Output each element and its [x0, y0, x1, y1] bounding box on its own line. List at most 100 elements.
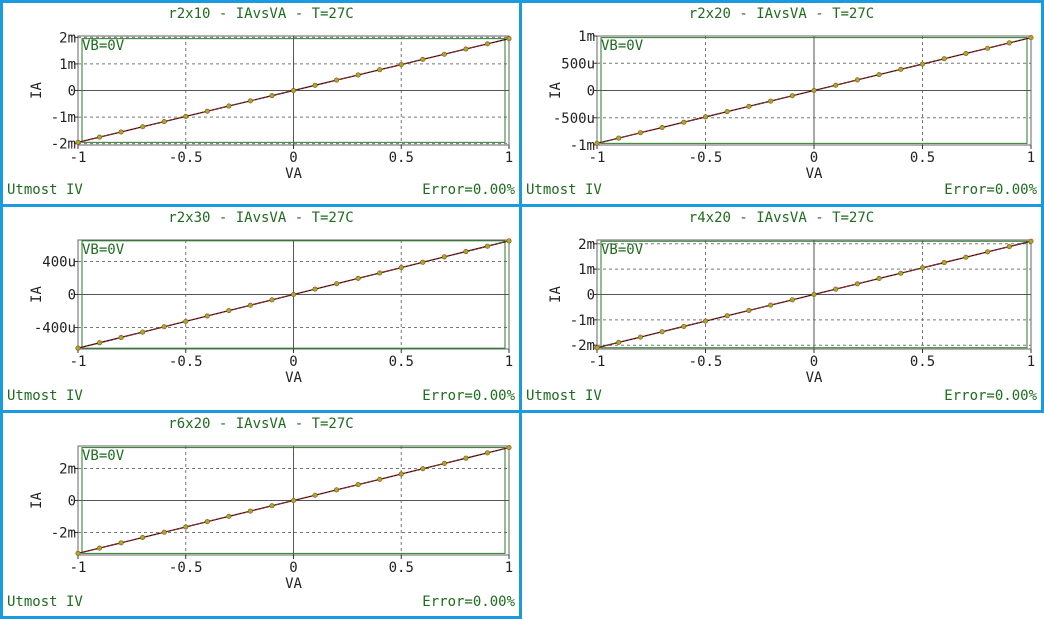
data-point: [398, 265, 404, 271]
data-point: [290, 88, 296, 94]
x-tick-label: -0.5: [169, 354, 203, 370]
x-tick-label: -0.5: [169, 560, 203, 576]
chart-title: r2x10 - IAvsVA - T=27C: [168, 6, 354, 22]
chart-title: r4x20 - IAvsVA - T=27C: [688, 210, 875, 226]
x-tick-label: -1: [589, 354, 606, 370]
y-tick-label: 0: [587, 84, 595, 100]
data-point: [876, 276, 882, 282]
data-point: [484, 450, 490, 456]
data-point: [247, 302, 253, 308]
x-tick-label: 0: [810, 354, 818, 370]
data-point: [334, 77, 340, 83]
chart-panel-r4x20: r4x20 - IAvsVA - T=27C -1 -0.5 0 0.5 1 -2m -1m…: [519, 204, 1044, 413]
data-point: [484, 41, 490, 47]
y-tick-label: -1m: [570, 313, 595, 329]
data-point: [1006, 40, 1012, 46]
footer-tool-label: Utmost IV: [526, 388, 602, 404]
data-point: [594, 140, 600, 146]
chart-panel-r2x10: r2x10 - IAvsVA - T=27C -1 -0.5 0 0.5 1 -2m -1m…: [0, 0, 522, 207]
data-point: [506, 238, 512, 244]
y-tick-label: 1m: [578, 262, 595, 278]
y-axis-label: IA: [29, 286, 45, 303]
footer-tool-label: Utmost IV: [7, 388, 83, 404]
data-point: [140, 329, 146, 335]
data-point: [97, 545, 103, 551]
data-point: [377, 476, 383, 482]
data-point: [97, 134, 103, 140]
data-point: [811, 88, 817, 94]
data-point: [312, 82, 318, 88]
data-point: [898, 66, 904, 72]
chart-plot: -1 -0.5 0 0.5 1 -400u 0 400u VB=0V VA IA: [29, 238, 513, 386]
data-point: [312, 286, 318, 292]
y-tick-label: 2m: [59, 461, 76, 477]
x-axis-label: VA: [285, 370, 302, 386]
data-point: [637, 334, 643, 340]
data-point: [985, 45, 991, 51]
data-point: [420, 466, 426, 472]
y-axis-label: IA: [29, 82, 45, 99]
data-point: [876, 72, 882, 78]
x-tick-label: 0.5: [389, 560, 414, 576]
x-tick-label: 1: [505, 150, 513, 166]
chart-title: r2x20 - IAvsVA - T=27C: [688, 6, 875, 22]
x-tick-label: -1: [70, 560, 87, 576]
data-point: [140, 124, 146, 130]
y-tick-label: -1m: [51, 110, 76, 126]
footer-error-label: Error=0.00%: [422, 182, 515, 198]
data-point: [768, 98, 774, 104]
chart-plot: -1 -0.5 0 0.5 1 -2m -1m 0 1m 2m VB=0V VA IA: [29, 30, 513, 182]
data-point: [355, 72, 361, 78]
x-tick-label: 0: [289, 354, 297, 370]
data-point: [703, 114, 709, 120]
bias-annotation: VB=0V: [82, 448, 125, 464]
data-point: [118, 334, 124, 340]
data-point: [226, 308, 232, 314]
data-point: [681, 119, 687, 125]
data-point: [919, 265, 925, 271]
data-point: [441, 460, 447, 466]
y-tick-label: -1m: [570, 138, 595, 154]
x-tick-label: 0.5: [910, 354, 935, 370]
data-point: [75, 345, 81, 351]
data-point: [963, 254, 969, 260]
chart-plot: -1 -0.5 0 0.5 1 -1m -500u 0 500u 1m VB=0V VA IA: [548, 29, 1035, 182]
y-tick-label: -2m: [51, 137, 76, 153]
chart-plot: -1 -0.5 0 0.5 1 -2m 0 2m VB=0V VA IA: [29, 445, 513, 592]
y-tick-label: 500u: [561, 56, 595, 72]
footer-tool-label: Utmost IV: [7, 182, 83, 198]
x-axis-label: VA: [285, 166, 302, 182]
y-tick-label: -2m: [570, 338, 595, 354]
data-point: [811, 292, 817, 298]
data-point: [941, 260, 947, 266]
x-tick-label: -0.5: [689, 354, 723, 370]
data-point: [334, 487, 340, 493]
y-tick-label: 1m: [578, 29, 595, 45]
data-range-box: [81, 447, 506, 554]
data-point: [941, 56, 947, 62]
y-axis-label: IA: [548, 286, 564, 303]
x-tick-label: 0.5: [389, 150, 414, 166]
data-point: [226, 513, 232, 519]
x-axis-label: VA: [806, 166, 823, 182]
measured-line: [596, 37, 1032, 144]
data-point: [833, 286, 839, 292]
chart-title: r2x30 - IAvsVA - T=27C: [168, 210, 354, 226]
data-point: [854, 281, 860, 287]
y-tick-label: 2m: [59, 30, 76, 46]
data-point: [1028, 238, 1034, 244]
data-range-box: [600, 37, 1028, 144]
x-tick-label: 0: [810, 150, 818, 166]
data-point: [919, 61, 925, 67]
data-point: [985, 249, 991, 255]
data-range-box: [81, 38, 506, 143]
data-point: [377, 270, 383, 276]
data-point: [768, 302, 774, 308]
bias-annotation: VB=0V: [601, 38, 644, 54]
chart-title: r6x20 - IAvsVA - T=27C: [168, 416, 354, 432]
data-point: [161, 529, 167, 535]
data-point: [334, 281, 340, 287]
x-tick-label: -1: [70, 150, 87, 166]
data-point: [183, 524, 189, 530]
data-point: [398, 62, 404, 68]
